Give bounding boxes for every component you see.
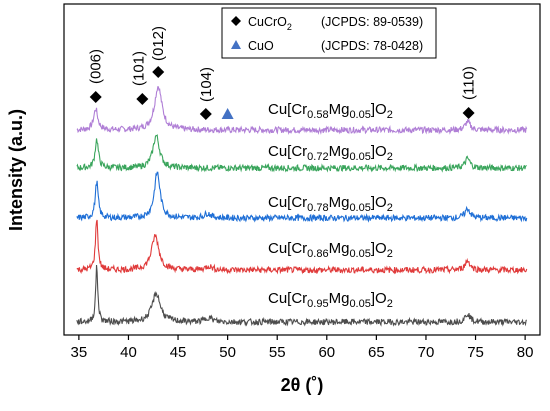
x-tick-label: 55 [269,344,286,361]
series-label-part: Mg [329,240,350,257]
x-tick-label: 50 [219,344,236,361]
series-label-part: ]O [371,290,387,307]
series-label-part: 0.05 [349,109,370,121]
series-layer [76,86,528,327]
peak-label: (110) [461,66,478,100]
series-label-part: 2 [387,248,393,260]
series-label-part: 2 [387,109,393,121]
series-label-part: 0.05 [349,248,370,260]
legend-box [221,7,437,59]
plot-frame [63,3,541,336]
series-label-part: ]O [371,194,387,211]
series-line [76,219,528,275]
series-label-part: 2 [387,298,393,310]
x-tick-label: 40 [120,344,137,361]
x-tick-label: 65 [368,344,385,361]
series-label-part: 0.58 [307,109,328,121]
x-axis-title: 2θ (˚) [281,375,324,395]
peak-label: (101) [130,51,147,86]
peak-marker-diamond [152,66,165,78]
series-line [76,134,527,173]
legend-name: CuO [248,39,274,53]
legend-entry-ref: (JCPDS: 89-0539) [321,15,423,29]
series-line [76,171,528,223]
y-axis-title: Intensity (a.u.) [6,109,26,231]
peak-label: (006) [88,49,105,84]
x-tick-label: 70 [418,344,435,361]
series-label-part: Mg [329,143,350,160]
legend-diamond-icon [231,16,241,26]
peak-marker-diamond [462,107,475,119]
x-tick-label: 80 [517,344,534,361]
series-label-part: ]O [371,101,387,118]
series-label: Cu[Cr0.86Mg0.05]O2 [268,240,393,260]
legend-entry-name: CuO [248,39,274,53]
x-tick-label: 60 [318,344,335,361]
series-label-part: 2 [387,151,393,163]
series-label-part: 0.86 [307,248,328,260]
legend-triangle-icon [231,40,241,49]
legend-name-subscript: 2 [287,22,292,32]
series-label-part: 0.95 [307,298,328,310]
peak-marker-diamond [199,108,212,120]
series-label-part: ]O [371,143,387,160]
series-label-part: Cu[Cr [268,101,307,118]
peak-label: (104) [198,67,215,102]
series-label-part: Cu[Cr [268,143,307,160]
series-label-part: 0.05 [349,298,370,310]
series-line [76,86,528,136]
series-label: Cu[Cr0.78Mg0.05]O2 [268,194,393,214]
legend-entry-ref: (JCPDS: 78-0428) [321,39,423,53]
series-label-part: Mg [329,194,350,211]
x-tick-label: 45 [170,344,187,361]
series-label-part: Cu[Cr [268,290,307,307]
series-label-part: ]O [371,240,387,257]
cuo-marker-triangle [221,108,234,119]
x-tick-label: 75 [467,344,484,361]
peak-marker-diamond [136,93,149,105]
series-label-part: Mg [329,290,350,307]
series-label-part: Cu[Cr [268,240,307,257]
series-label: Cu[Cr0.58Mg0.05]O2 [268,101,393,121]
series-line [76,265,528,327]
x-tick-label: 35 [71,344,88,361]
series-label-part: 0.05 [349,151,370,163]
series-label-part: Cu[Cr [268,194,307,211]
peak-marker-diamond [89,91,102,103]
x-axis: 35 40 45 50 55 60 65 70 75 80 [71,335,534,361]
legend: CuCrO2 (JCPDS: 89-0539) CuO (JCPDS: 78-0428… [221,7,437,59]
series-label-part: Mg [329,101,350,118]
series-label-part: 0.78 [307,202,328,214]
series-label: Cu[Cr0.72Mg0.05]O2 [268,143,393,163]
series-labels: Cu[Cr0.58Mg0.05]O2Cu[Cr0.72Mg0.05]O2Cu[C… [268,101,393,310]
peak-annotations: (006) (101)(012) (104) (110) [88,26,478,120]
series-label-part: 2 [387,202,393,214]
peak-label: (012) [150,26,167,61]
legend-entry-name: CuCrO2 [248,15,292,32]
series-label-part: 0.72 [307,151,328,163]
legend-name: CuCrO [248,15,287,29]
series-label: Cu[Cr0.95Mg0.05]O2 [268,290,393,310]
series-label-part: 0.05 [349,202,370,214]
